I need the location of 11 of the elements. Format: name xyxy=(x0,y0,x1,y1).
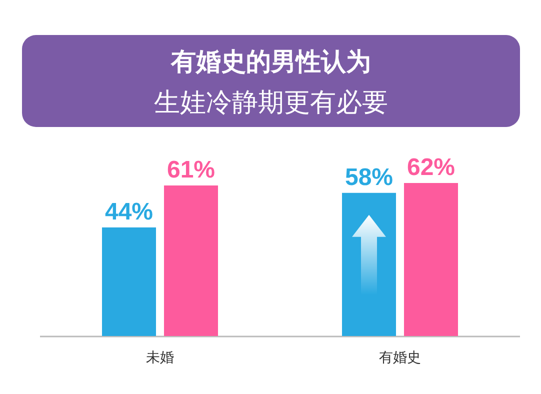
data-label: 58% xyxy=(344,164,394,191)
bar xyxy=(404,183,458,336)
chart-title: 有婚史的男性认为 xyxy=(170,48,371,76)
data-label: 62% xyxy=(406,154,456,181)
bar xyxy=(102,227,156,336)
data-label: 61% xyxy=(166,156,216,184)
bar xyxy=(164,185,218,336)
x-tick-label: 未婚 xyxy=(146,349,174,365)
data-label: 44% xyxy=(104,198,154,226)
x-tick-label: 有婚史 xyxy=(379,349,421,365)
chart-subtitle: 生娃冷静期更有必要 xyxy=(154,87,388,117)
